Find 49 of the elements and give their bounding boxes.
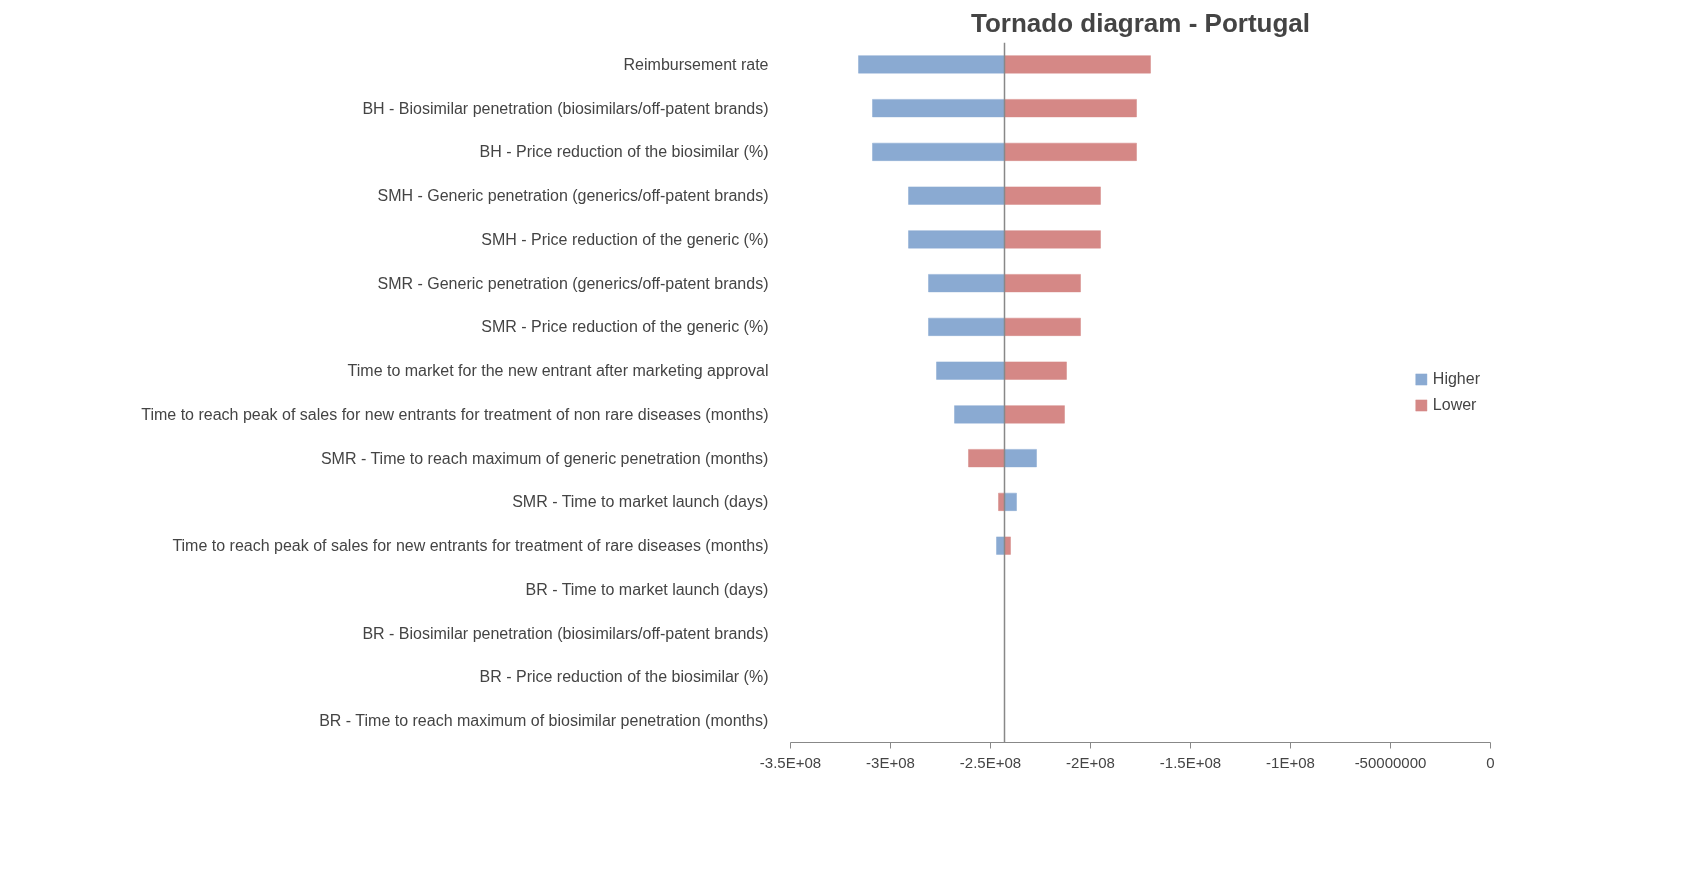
y-tick-label: BH - Biosimilar penetration (biosimilars/off-patent brands) — [362, 99, 769, 117]
y-tick-label: SMR - Price reduction of the generic (%) — [481, 318, 769, 336]
bar — [1004, 492, 1017, 511]
bar — [1004, 274, 1081, 293]
bar — [1004, 55, 1151, 74]
x-tick-label: -2E+08 — [1066, 753, 1115, 771]
y-tick-label: SMR - Time to market launch (days) — [512, 493, 769, 511]
y-tick-label: BR - Biosimilar penetration (biosimilars/off-patent brands) — [362, 624, 769, 642]
y-tick-label: Time to market for the new entrant after marketing approval — [347, 362, 769, 380]
bar — [872, 142, 1005, 161]
legend-label: Lower — [1432, 396, 1477, 414]
y-tick-label: SMR - Time to reach maximum of generic penetration (months) — [320, 449, 769, 467]
bar — [1004, 142, 1137, 161]
bar — [1004, 99, 1137, 118]
bar — [1004, 449, 1037, 468]
x-tick-label: -3.5E+08 — [759, 753, 822, 771]
y-tick-label: Time to reach peak of sales for new entrants for treatment of non rare diseases (months) — [141, 405, 769, 423]
bar — [1004, 186, 1101, 205]
y-tick-label: SMH - Generic penetration (generics/off-patent brands) — [377, 187, 769, 205]
bar — [928, 317, 1005, 336]
bar — [1004, 230, 1101, 249]
bar — [858, 55, 1005, 74]
y-tick-label: BR - Price reduction of the biosimilar (%) — [479, 668, 769, 686]
y-tick-label: Reimbursement rate — [623, 55, 769, 73]
bar — [928, 274, 1005, 293]
x-tick-label: -2.5E+08 — [959, 753, 1022, 771]
y-tick-label: SMH - Price reduction of the generic (%) — [481, 230, 769, 248]
bar — [908, 230, 1005, 249]
x-tick-label: -1E+08 — [1266, 753, 1315, 771]
x-tick-label: -1.5E+08 — [1159, 753, 1222, 771]
x-tick-label: -50000000 — [1354, 753, 1427, 771]
bar — [1004, 536, 1011, 555]
y-tick-label: BH - Price reduction of the biosimilar (%) — [479, 143, 769, 161]
y-tick-label: SMR - Generic penetration (generics/off-patent brands) — [377, 274, 769, 292]
bar — [1004, 405, 1065, 424]
x-tick-label: 0 — [1486, 753, 1495, 771]
legend-label: Higher — [1432, 370, 1480, 388]
bar — [1004, 361, 1067, 380]
bar — [872, 99, 1005, 118]
y-tick-label: BR - Time to market launch (days) — [525, 580, 769, 598]
bar — [968, 449, 1005, 468]
bar — [936, 361, 1005, 380]
chart-title: Tornado diagram - Portugal — [971, 7, 1310, 38]
bar — [954, 405, 1005, 424]
bar — [1004, 317, 1081, 336]
bar — [908, 186, 1005, 205]
x-tick-label: -3E+08 — [866, 753, 915, 771]
y-tick-label: BR - Time to reach maximum of biosimilar penetration (months) — [319, 712, 769, 730]
y-tick-label: Time to reach peak of sales for new entrants for treatment of rare diseases (months) — [172, 537, 769, 555]
